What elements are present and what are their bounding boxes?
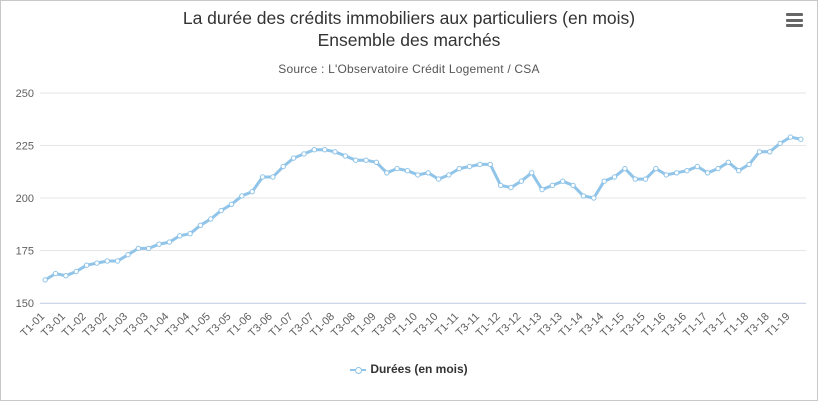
data-point[interactable]	[642, 176, 649, 182]
data-point[interactable]	[218, 207, 224, 214]
y-tick-label: 250	[16, 88, 34, 100]
chart-subtitle: Source : L'Observatoire Crédit Logement …	[278, 62, 540, 76]
data-point[interactable]	[560, 178, 566, 184]
data-point[interactable]	[704, 170, 711, 176]
data-point[interactable]	[549, 182, 556, 189]
data-point[interactable]	[622, 165, 628, 172]
grid-lines	[40, 92, 806, 304]
data-point[interactable]	[166, 239, 173, 245]
data-point[interactable]	[787, 134, 794, 140]
data-point[interactable]	[187, 231, 193, 237]
data-point[interactable]	[73, 268, 79, 275]
x-axis-labels: T1-01T3-01T1-02T3-02T1-03T3-03T1-04T3-04…	[18, 311, 792, 340]
data-point[interactable]	[694, 163, 701, 170]
series-durees	[42, 134, 804, 283]
data-point[interactable]	[415, 172, 421, 178]
menu-bar-2	[786, 18, 803, 22]
data-point[interactable]	[270, 174, 276, 180]
chart-title-line-1: La durée des crédits immobiliers aux par…	[182, 8, 636, 28]
data-point[interactable]	[715, 165, 721, 172]
data-point[interactable]	[311, 147, 318, 153]
chart-title: La durée des crédits immobiliers aux par…	[0, 7, 818, 51]
data-point[interactable]	[435, 176, 442, 182]
data-point[interactable]	[83, 262, 90, 268]
data-point[interactable]	[539, 186, 545, 193]
menu-bar-3	[786, 24, 803, 27]
y-tick-label: 175	[16, 246, 34, 258]
data-point[interactable]	[518, 178, 525, 184]
data-point[interactable]	[777, 140, 783, 147]
legend-symbol	[350, 365, 367, 375]
data-point[interactable]	[477, 161, 483, 168]
data-point[interactable]	[601, 178, 607, 184]
data-point[interactable]	[487, 161, 493, 168]
data-point[interactable]	[611, 174, 618, 180]
data-point[interactable]	[466, 163, 473, 170]
data-point[interactable]	[404, 168, 411, 174]
data-point[interactable]	[104, 258, 110, 264]
y-tick-label: 200	[16, 193, 34, 205]
y-axis-labels: 150 175 200 225 250	[16, 88, 34, 310]
data-point[interactable]	[425, 170, 431, 176]
x-tick-label: T3-10	[412, 311, 441, 340]
data-point[interactable]	[135, 245, 142, 252]
data-point[interactable]	[114, 258, 121, 264]
data-point[interactable]	[394, 165, 400, 172]
legend-item-durees[interactable]: Durées (en mois)	[0, 362, 818, 376]
data-point[interactable]	[363, 157, 369, 163]
data-point[interactable]	[52, 270, 59, 277]
data-point[interactable]	[197, 222, 204, 229]
data-point[interactable]	[301, 151, 307, 157]
data-point[interactable]	[384, 170, 390, 176]
hamburger-menu-icon[interactable]	[786, 13, 806, 31]
data-point[interactable]	[725, 159, 732, 166]
data-point[interactable]	[63, 273, 69, 279]
data-point[interactable]	[177, 233, 183, 239]
menu-bar-1	[786, 13, 803, 16]
data-point[interactable]	[456, 165, 462, 172]
data-point[interactable]	[332, 149, 338, 155]
data-point[interactable]	[746, 161, 752, 168]
data-point[interactable]	[259, 174, 266, 180]
data-point[interactable]	[756, 149, 763, 155]
data-point[interactable]	[508, 184, 514, 191]
data-point[interactable]	[239, 193, 245, 199]
y-tick-label: 150	[16, 298, 34, 310]
series-line	[43, 135, 803, 282]
data-point[interactable]	[249, 189, 255, 195]
data-point[interactable]	[767, 149, 773, 155]
data-point[interactable]	[446, 172, 452, 178]
data-point[interactable]	[684, 168, 690, 174]
data-point[interactable]	[570, 182, 576, 189]
data-point[interactable]	[94, 260, 100, 266]
data-point[interactable]	[798, 136, 804, 142]
data-point[interactable]	[228, 201, 235, 208]
data-point[interactable]	[342, 153, 349, 159]
y-tick-label: 225	[16, 141, 34, 153]
data-point[interactable]	[373, 159, 380, 166]
data-point[interactable]	[125, 252, 131, 258]
data-point[interactable]	[528, 170, 535, 176]
data-point[interactable]	[353, 157, 359, 163]
data-point[interactable]	[280, 163, 286, 170]
data-point[interactable]	[208, 216, 214, 222]
x-tick-label: T1-19	[764, 311, 793, 340]
data-point[interactable]	[321, 147, 328, 153]
data-point[interactable]	[580, 193, 587, 199]
chart-title-line-2: Ensemble des marchés	[317, 30, 501, 50]
data-point[interactable]	[42, 277, 48, 283]
data-point[interactable]	[290, 155, 297, 161]
data-point[interactable]	[497, 182, 504, 189]
legend-label: Durées (en mois)	[370, 362, 468, 376]
data-point[interactable]	[591, 195, 597, 201]
data-point[interactable]	[663, 172, 669, 178]
data-point[interactable]	[673, 170, 680, 176]
data-point[interactable]	[736, 168, 742, 174]
data-point[interactable]	[653, 165, 659, 172]
data-point[interactable]	[632, 176, 638, 182]
data-point[interactable]	[156, 241, 162, 247]
data-point[interactable]	[145, 245, 152, 252]
